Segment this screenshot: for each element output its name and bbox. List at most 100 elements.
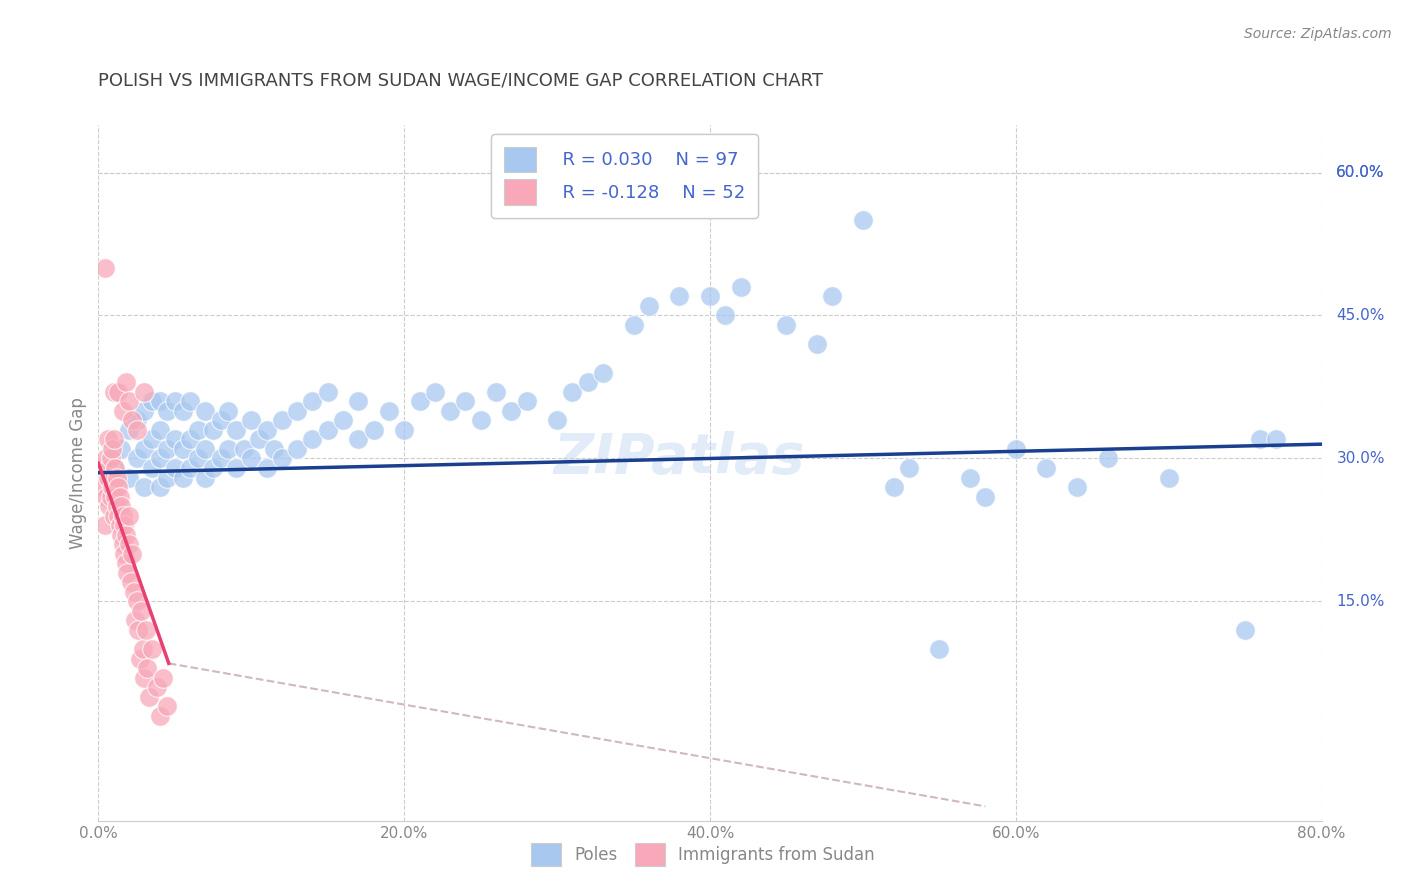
Text: 15.0%: 15.0% <box>1336 594 1385 609</box>
Point <box>347 394 370 409</box>
Point <box>125 423 148 437</box>
Point <box>125 451 148 466</box>
Point <box>103 461 125 475</box>
Point <box>247 433 270 447</box>
Point <box>1264 433 1286 447</box>
Point <box>1157 470 1180 484</box>
Point <box>98 499 121 513</box>
Point <box>225 423 247 437</box>
Point <box>149 708 172 723</box>
Point <box>101 442 124 456</box>
Point <box>485 384 508 399</box>
Legend: Poles, Immigrants from Sudan: Poles, Immigrants from Sudan <box>523 835 883 875</box>
Point <box>107 384 129 399</box>
Point <box>115 375 138 389</box>
Point <box>98 461 121 475</box>
Point <box>127 623 149 637</box>
Text: 30.0%: 30.0% <box>1336 451 1385 466</box>
Point <box>714 309 737 323</box>
Point <box>97 433 120 447</box>
Point <box>100 451 122 466</box>
Point <box>270 413 292 427</box>
Point <box>699 289 721 303</box>
Point <box>408 394 430 409</box>
Point <box>347 433 370 447</box>
Point <box>1249 433 1271 447</box>
Point <box>285 404 308 418</box>
Point <box>104 490 127 504</box>
Point <box>120 575 142 590</box>
Point <box>152 671 174 685</box>
Text: ZIPatlas: ZIPatlas <box>554 432 806 485</box>
Point <box>1035 461 1057 475</box>
Point <box>121 413 143 427</box>
Point <box>129 604 152 618</box>
Y-axis label: Wage/Income Gap: Wage/Income Gap <box>69 397 87 549</box>
Point <box>124 614 146 628</box>
Point <box>623 318 645 332</box>
Point <box>136 661 159 675</box>
Point <box>423 384 446 399</box>
Point <box>546 413 568 427</box>
Point <box>118 423 141 437</box>
Point <box>1097 451 1119 466</box>
Point <box>301 394 323 409</box>
Point <box>115 527 138 541</box>
Point <box>110 442 132 456</box>
Point <box>103 384 125 399</box>
Point <box>115 557 138 571</box>
Point <box>187 451 209 466</box>
Point <box>179 461 201 475</box>
Point <box>179 433 201 447</box>
Point <box>134 671 156 685</box>
Point <box>821 289 844 303</box>
Point <box>240 413 263 427</box>
Point <box>439 404 461 418</box>
Point <box>94 451 117 466</box>
Point <box>122 585 145 599</box>
Point <box>225 461 247 475</box>
Point <box>592 366 614 380</box>
Point <box>103 508 125 523</box>
Point <box>134 404 156 418</box>
Point <box>202 461 225 475</box>
Point <box>156 442 179 456</box>
Point <box>149 394 172 409</box>
Point <box>149 423 172 437</box>
Text: Source: ZipAtlas.com: Source: ZipAtlas.com <box>1244 27 1392 41</box>
Point <box>187 423 209 437</box>
Point <box>134 480 156 494</box>
Point <box>134 442 156 456</box>
Point <box>118 537 141 551</box>
Point <box>240 451 263 466</box>
Point <box>93 260 115 275</box>
Point <box>108 490 131 504</box>
Point <box>194 470 217 484</box>
Point <box>103 433 125 447</box>
Point <box>1234 623 1257 637</box>
Point <box>194 404 217 418</box>
Point <box>121 547 143 561</box>
Point <box>105 499 128 513</box>
Point <box>112 518 135 533</box>
Point <box>775 318 797 332</box>
Point <box>138 690 160 704</box>
Point <box>172 442 194 456</box>
Point <box>107 508 129 523</box>
Point <box>97 470 120 484</box>
Point <box>378 404 401 418</box>
Point <box>145 680 167 694</box>
Point <box>112 547 135 561</box>
Point <box>974 490 997 504</box>
Point <box>1066 480 1088 494</box>
Point <box>1004 442 1026 456</box>
Point <box>111 508 134 523</box>
Point <box>149 480 172 494</box>
Point <box>202 423 225 437</box>
Point <box>156 404 179 418</box>
Point <box>149 451 172 466</box>
Point <box>111 537 134 551</box>
Point <box>852 213 875 227</box>
Point <box>209 413 232 427</box>
Point <box>156 470 179 484</box>
